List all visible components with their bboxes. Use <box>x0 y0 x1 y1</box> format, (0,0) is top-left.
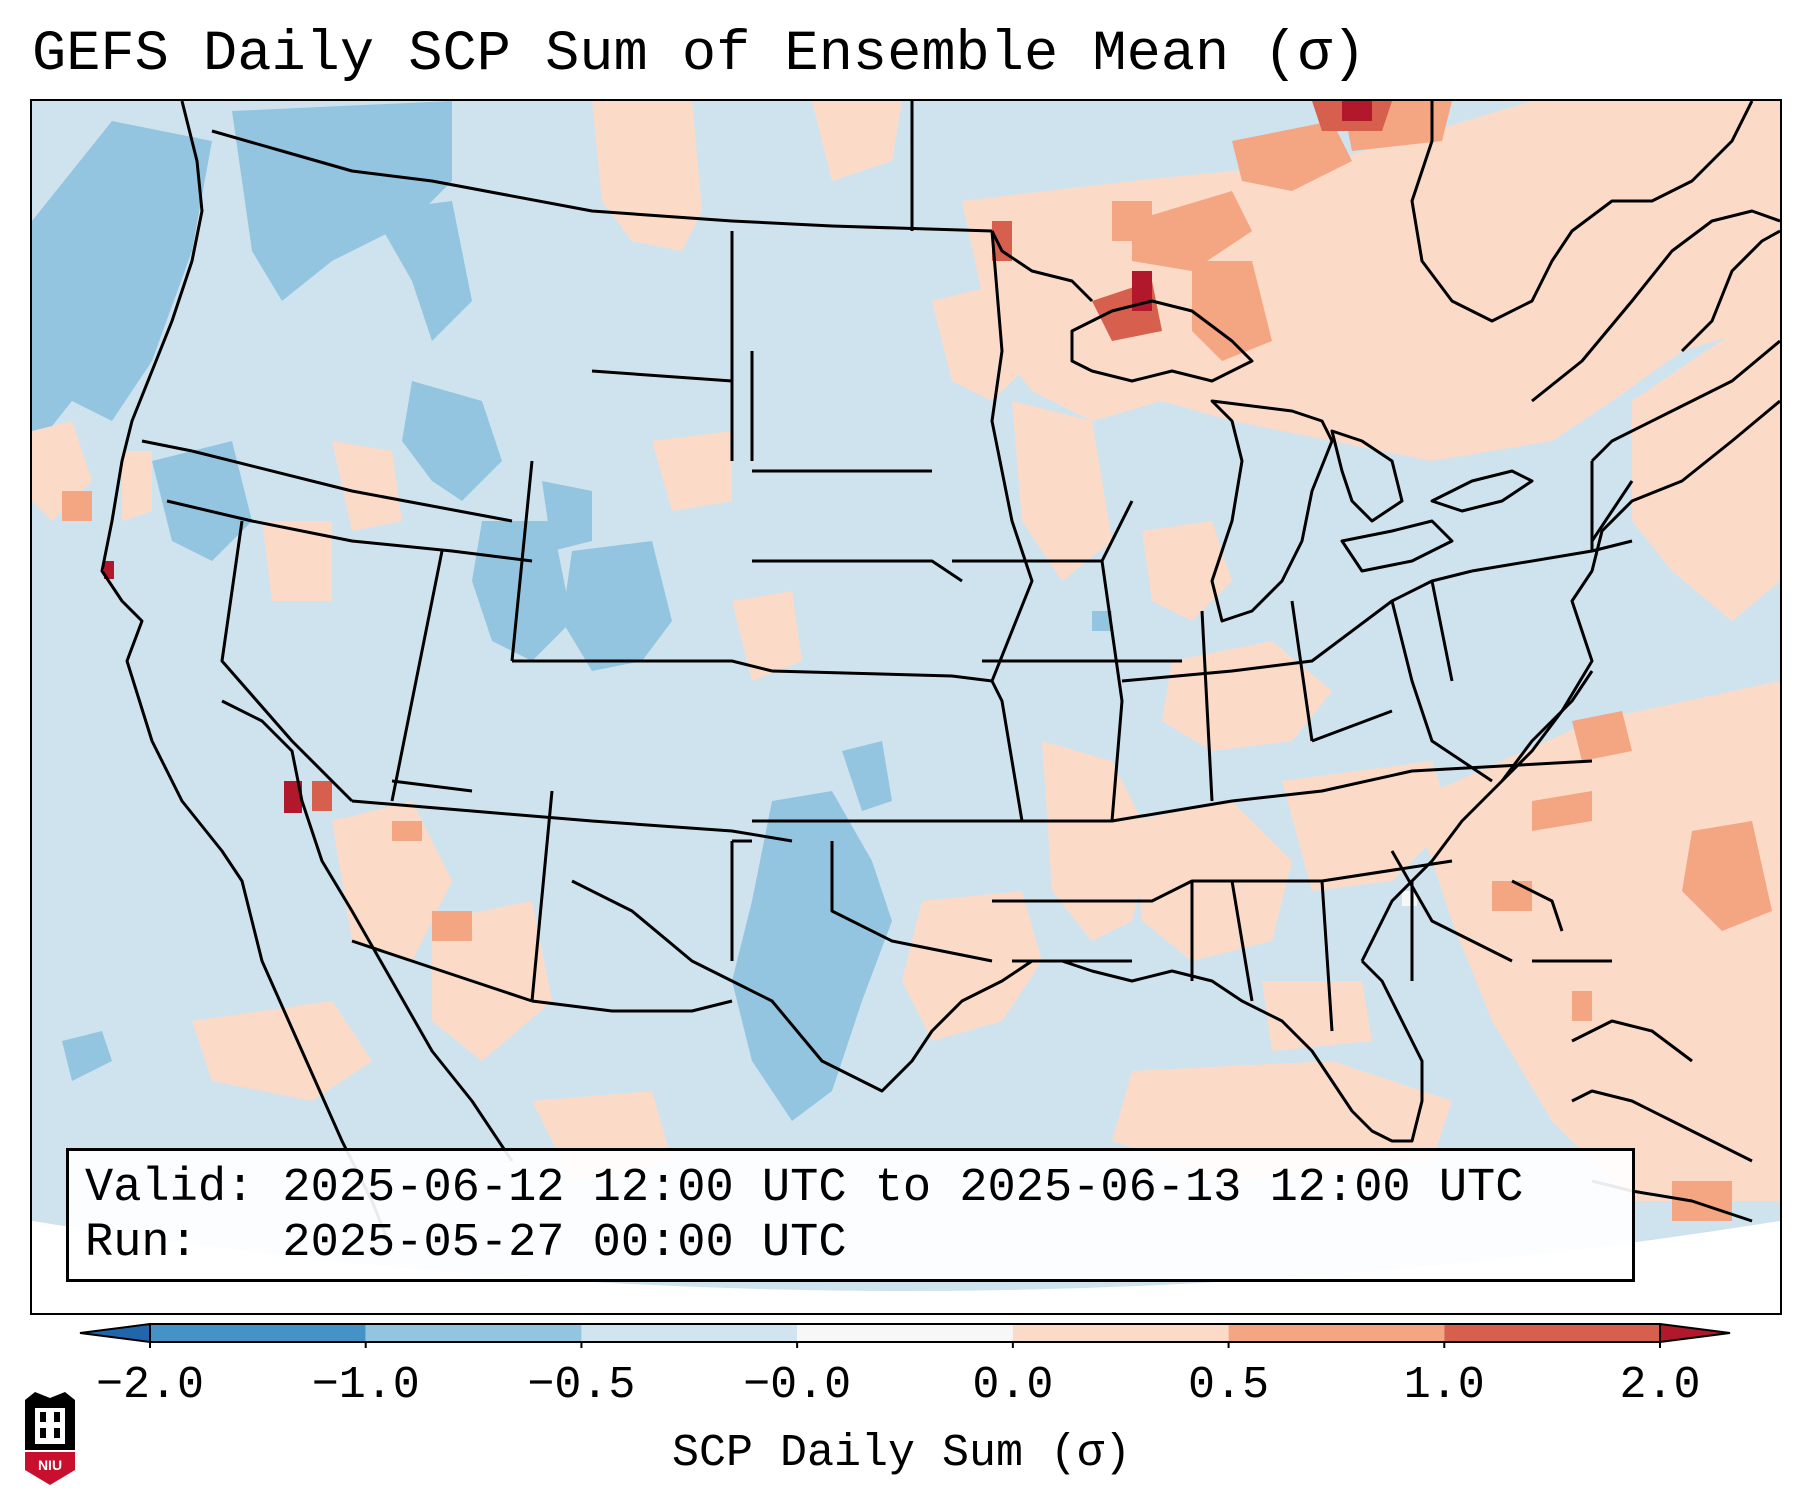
colorbar-tick-label: 0.5 <box>1188 1360 1270 1411</box>
colorbar <box>79 1322 1731 1348</box>
great-lakes <box>1070 299 1534 623</box>
below-normal-field <box>32 101 1437 1126</box>
colorbar-tick-label: −0.5 <box>527 1360 636 1411</box>
colorbar-bin <box>1012 1324 1229 1342</box>
coastlines <box>100 101 1780 1252</box>
colorbar-label: SCP Daily Sum (σ) <box>671 1428 1132 1479</box>
niu-logo: NIU <box>25 1392 75 1485</box>
valid-time-line: Valid: 2025-06-12 12:00 UTC to 2025-06-1… <box>85 1162 1524 1215</box>
political-borders <box>141 101 1634 1032</box>
colorbar-bin <box>581 1324 798 1342</box>
colorbar-tick-label: 1.0 <box>1403 1360 1485 1411</box>
projection-edge <box>32 1221 1780 1313</box>
colorbar-tick-label: −1.0 <box>311 1360 420 1411</box>
colorbar-outline <box>149 1323 1661 1343</box>
colorbar-tick-label: 0.0 <box>972 1360 1054 1411</box>
colorbar-bin <box>150 1324 366 1342</box>
colorbar-bin <box>1228 1324 1445 1342</box>
map-title: GEFS Daily SCP Sum of Ensemble Mean (σ) <box>32 23 1367 87</box>
colorbar-tick-label: −0.0 <box>743 1360 852 1411</box>
run-time-line: Run: 2025-05-27 00:00 UTC <box>85 1217 847 1270</box>
colorbar-bin <box>365 1324 582 1342</box>
colorbar-under-extend <box>79 1322 151 1344</box>
colorbar-tick-label: 2.0 <box>1619 1360 1701 1411</box>
colorbar-over-extend <box>1659 1322 1731 1344</box>
validity-info-box: Valid: 2025-06-12 12:00 UTC to 2025-06-1… <box>66 1148 1635 1282</box>
colorbar-bin <box>1444 1324 1660 1342</box>
map-panel <box>30 99 1782 1315</box>
colorbar-tick-label: −2.0 <box>95 1360 205 1411</box>
map-canvas <box>32 101 1780 1313</box>
niu-logo-text: NIU <box>38 1457 62 1473</box>
colorbar-bin <box>797 1324 1013 1342</box>
